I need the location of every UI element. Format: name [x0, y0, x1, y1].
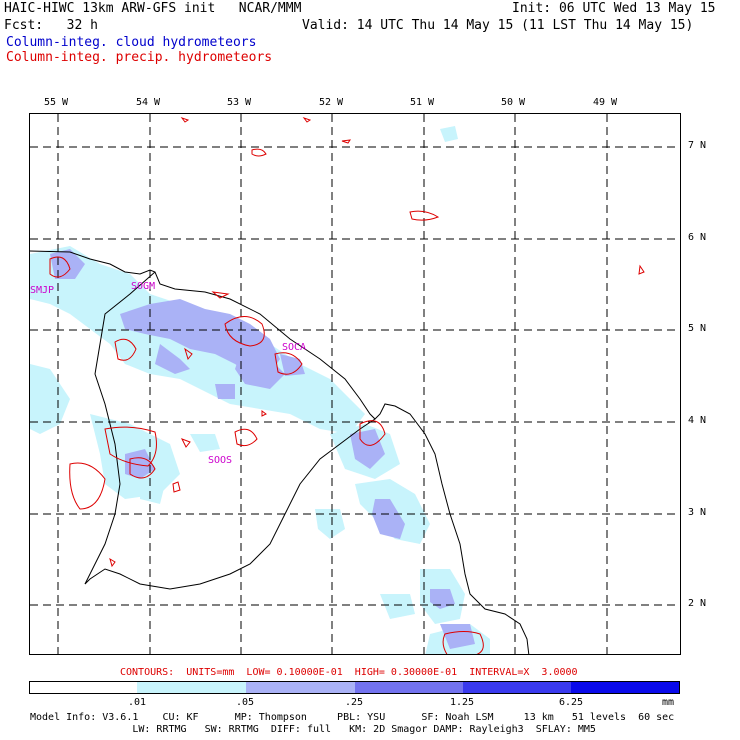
station-smjp: SMJP [30, 285, 55, 296]
colorbar-tick-2: .25 [345, 697, 364, 708]
title-left: HAIC-HIWC 13km ARW-GFS init NCAR/MMM [4, 1, 302, 16]
graticule [30, 114, 680, 654]
model-info-line1: Model Info: V3.6.1 CU: KF MP: Thompson P… [30, 712, 675, 723]
lat-label-5n: 5 N [688, 323, 707, 334]
lat-label-6n: 6 N [688, 232, 707, 243]
colorbar-tick-1: .05 [236, 697, 255, 708]
precip-contours [49, 117, 645, 654]
colorbar-seg-3 [355, 682, 463, 693]
cloud-medium-areas [50, 249, 475, 649]
legend-precip: Column-integ. precip. hydrometeors [6, 50, 273, 65]
colorbar-tick-4: 6.25 [559, 697, 584, 708]
cloud-light-areas [30, 126, 490, 654]
colorbar-tick-0: .01 [128, 697, 147, 708]
map-panel: SMJP SOGM SOCA SOOS [29, 113, 681, 655]
colorbar-unit: mm [662, 697, 675, 708]
lon-label-54w: 54 W [136, 97, 161, 108]
map-svg [30, 114, 680, 654]
lon-label-50w: 50 W [501, 97, 526, 108]
colorbar-seg-0 [30, 682, 137, 693]
contours-info: CONTOURS: UNITS=mm LOW= 0.10000E-01 HIGH… [120, 667, 578, 678]
lat-label-3n: 3 N [688, 507, 707, 518]
station-soos: SOOS [208, 455, 233, 466]
lat-label-7n: 7 N [688, 140, 707, 151]
colorbar [29, 681, 680, 694]
lat-label-2n: 2 N [688, 598, 707, 609]
colorbar-seg-1 [137, 682, 246, 693]
colorbar-seg-2 [246, 682, 355, 693]
lat-label-4n: 4 N [688, 415, 707, 426]
colorbar-tick-3: 1.25 [450, 697, 475, 708]
legend-cloud: Column-integ. cloud hydrometeors [6, 35, 257, 50]
station-soca: SOCA [282, 342, 307, 353]
init-time: Init: 06 UTC Wed 13 May 15 [512, 1, 716, 16]
lon-label-55w: 55 W [44, 97, 69, 108]
forecast-hour: Fcst: 32 h [4, 18, 98, 33]
station-sogm: SOGM [131, 281, 156, 292]
valid-time: Valid: 14 UTC Thu 14 May 15 (11 LST Thu … [302, 18, 694, 33]
model-info-line2: LW: RRTMG SW: RRTMG DIFF: full KM: 2D Sm… [30, 724, 596, 735]
colorbar-seg-4 [463, 682, 571, 693]
lon-label-52w: 52 W [319, 97, 344, 108]
colorbar-seg-5 [571, 682, 679, 693]
coastline [30, 250, 530, 654]
lon-label-51w: 51 W [410, 97, 435, 108]
lon-label-49w: 49 W [593, 97, 618, 108]
lon-label-53w: 53 W [227, 97, 252, 108]
